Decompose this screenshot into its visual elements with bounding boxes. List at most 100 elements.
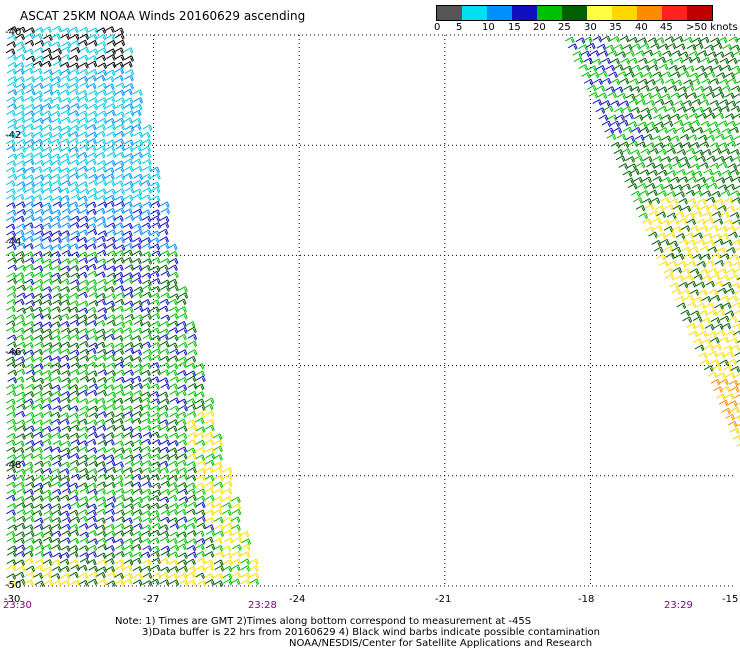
wind-barb	[34, 187, 45, 195]
wind-barb	[672, 204, 683, 212]
wind-barb	[96, 145, 107, 153]
wind-barb	[51, 544, 62, 551]
wind-barb	[88, 256, 99, 264]
wind-barb	[159, 221, 170, 229]
wind-barb	[608, 71, 618, 79]
wind-barb	[185, 362, 196, 370]
wind-barb	[142, 452, 152, 460]
wind-barb	[42, 236, 52, 243]
wind-barb	[24, 48, 34, 56]
wind-barb	[7, 369, 18, 377]
wind-barb	[240, 565, 251, 572]
wind-barb	[732, 219, 740, 226]
wind-barb	[50, 81, 61, 89]
wind-barb	[24, 278, 35, 286]
legend-label: 10	[482, 22, 495, 33]
wind-barb	[642, 198, 652, 205]
wind-barb	[606, 133, 617, 141]
wind-barb	[158, 524, 169, 531]
wind-barb	[95, 418, 106, 426]
wind-barb	[158, 404, 169, 412]
wind-barb	[141, 369, 151, 377]
wind-barb	[69, 349, 80, 356]
wind-barb	[711, 190, 721, 198]
wind-barb	[113, 335, 124, 342]
wind-barb	[114, 67, 125, 75]
wind-barb	[25, 27, 35, 34]
wind-barb	[15, 104, 26, 111]
wind-barb	[77, 236, 88, 244]
wind-barb	[114, 33, 125, 40]
wind-barb	[728, 295, 738, 302]
wind-barb	[115, 321, 126, 329]
wind-barb	[669, 282, 680, 290]
wind-barb	[114, 298, 125, 306]
wind-barb	[673, 35, 684, 43]
wind-barb	[695, 65, 706, 73]
wind-barb	[42, 293, 53, 300]
wind-barb	[50, 153, 61, 161]
wind-barb	[699, 245, 710, 253]
wind-barb	[624, 177, 635, 185]
wind-barb	[78, 515, 88, 523]
wind-barb	[141, 138, 152, 146]
wind-barb	[726, 140, 737, 148]
wind-barb	[204, 481, 215, 489]
wind-barb	[150, 398, 161, 405]
wind-barb	[33, 251, 44, 258]
wind-barb	[69, 355, 80, 363]
wind-barb	[5, 216, 16, 223]
wind-barb	[133, 523, 143, 530]
wind-barb	[705, 112, 716, 120]
wind-barb	[240, 551, 251, 558]
wind-barb	[195, 482, 205, 490]
wind-barb	[132, 264, 143, 272]
time-label: 23:29	[664, 600, 693, 611]
wind-barb	[169, 306, 179, 314]
wind-barb	[142, 201, 153, 209]
wind-barb	[51, 117, 62, 125]
wind-barb	[194, 432, 205, 439]
wind-barb	[14, 95, 25, 103]
wind-barb	[141, 320, 152, 328]
wind-barb	[723, 155, 734, 163]
wind-barb	[733, 330, 740, 336]
wind-barb	[720, 148, 731, 155]
wind-barb	[78, 579, 89, 587]
wind-barb	[680, 225, 691, 232]
wind-barb	[105, 300, 116, 307]
wind-barb	[16, 187, 27, 194]
wind-barb	[648, 189, 658, 197]
wind-barb	[60, 579, 71, 587]
wind-barb	[106, 243, 117, 250]
wind-barb	[195, 404, 206, 411]
wind-barb	[133, 89, 143, 97]
wind-barb	[86, 201, 97, 209]
wind-barb	[178, 404, 188, 412]
wind-barb	[168, 419, 179, 426]
wind-barb	[647, 37, 658, 44]
wind-barb	[115, 376, 126, 384]
wind-barb	[736, 359, 740, 363]
wind-barb	[114, 383, 124, 391]
wind-barb	[51, 390, 62, 398]
wind-barb	[712, 211, 722, 218]
wind-barb	[61, 130, 71, 138]
wind-barb	[32, 298, 43, 306]
wind-barb	[177, 333, 187, 341]
wind-barb	[159, 557, 170, 565]
wind-barb	[186, 474, 197, 482]
wind-barb	[14, 272, 25, 279]
wind-barb	[150, 186, 161, 194]
wind-barb	[87, 389, 98, 397]
wind-barb	[737, 59, 740, 62]
wind-barb	[15, 410, 26, 418]
wind-barb	[122, 578, 133, 586]
wind-barb	[6, 209, 17, 217]
wind-barb	[679, 71, 690, 78]
wind-barb	[123, 88, 133, 96]
wind-barb	[70, 187, 80, 195]
wind-barb	[132, 327, 143, 335]
wind-barb	[168, 327, 179, 334]
wind-barb	[725, 183, 736, 191]
